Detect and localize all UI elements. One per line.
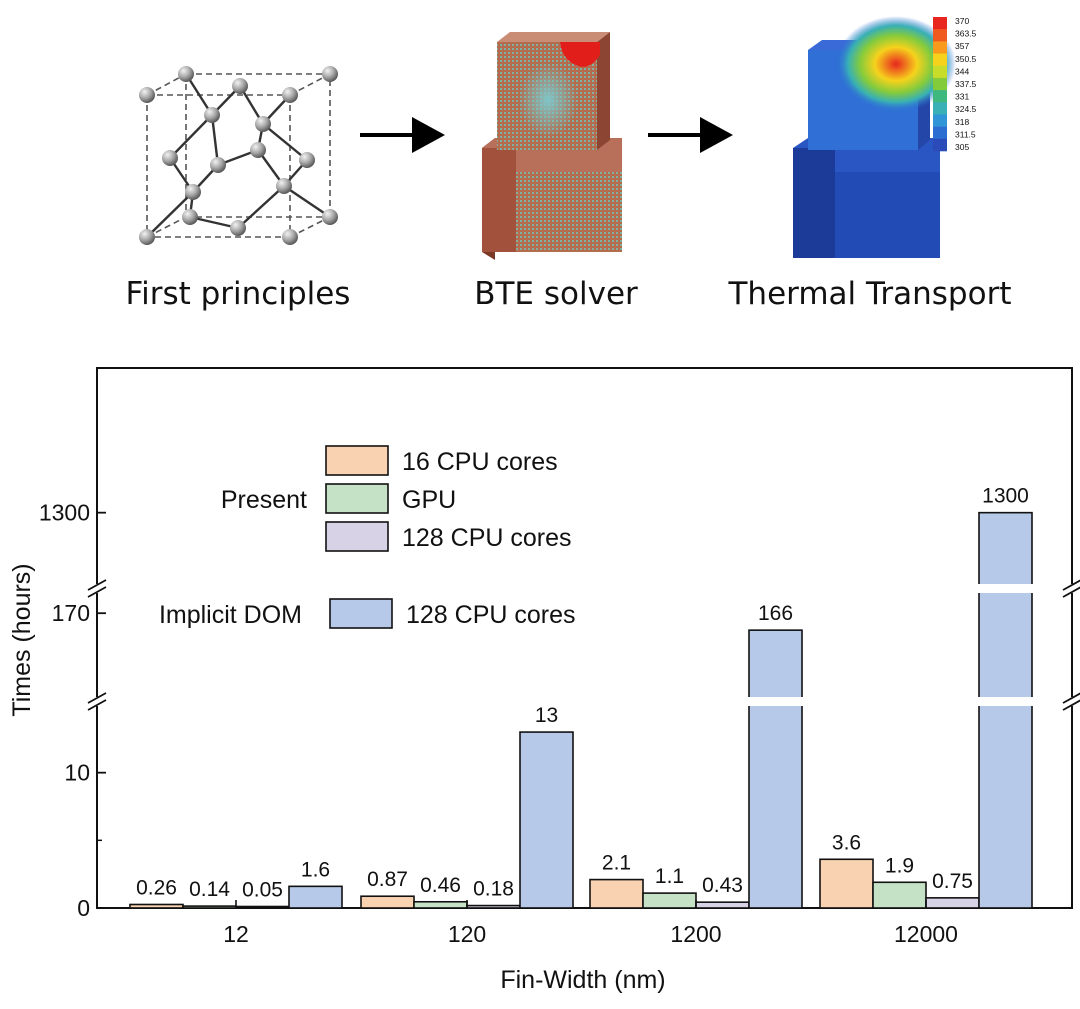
legend: Present Implicit DOM 16 CPU cores GPU 12… (159, 445, 576, 629)
plot-frame (96, 367, 1073, 909)
axis-break-mark (1062, 699, 1080, 711)
colorbar-tick-label: 363.5 (955, 29, 977, 39)
axis-break-gap (96, 584, 1074, 593)
bte-mesh-model (482, 32, 622, 260)
legend-label-16-cpu: 16 CPU cores (402, 448, 558, 476)
bar (235, 905, 290, 909)
colorbar-tick-label: 370 (955, 16, 969, 26)
colorbar-segment (933, 90, 947, 103)
step-label-bte-solver: BTE solver (474, 276, 638, 312)
x-tick-label: 1200 (670, 921, 721, 947)
legend-label-128-cpu-present: 128 CPU cores (402, 524, 572, 552)
colorbar-segment (933, 126, 947, 140)
colorbar-tick-label: 324.5 (955, 104, 977, 114)
data-label: 0.26 (136, 876, 177, 899)
colorbar-tick-label: 331 (955, 92, 969, 102)
legend-swatch-128-cpu-present (325, 521, 389, 552)
data-label: 1300 (982, 485, 1029, 508)
x-tick-label: 120 (448, 921, 486, 947)
bar (519, 731, 574, 909)
colorbar-tick-label: 357 (955, 41, 969, 51)
colorbar-segment (933, 138, 947, 152)
colorbar-segment (933, 77, 947, 91)
data-label: 166 (758, 602, 793, 625)
axis-break-mark (87, 586, 107, 598)
axis-break-mark (1062, 692, 1080, 704)
legend-swatch-128-cpu-implicit (329, 598, 393, 629)
bar (413, 900, 468, 909)
colorbar-segment (933, 102, 947, 115)
bar-chart: 0 10 170 1300 12 120 1200 12000 0.26 0.14 0.05 1.… (8, 367, 1080, 994)
legend-group-implicit-dom: Implicit DOM (159, 601, 302, 629)
data-label: 0.46 (420, 874, 461, 897)
bar (819, 858, 874, 909)
data-label: 1.1 (655, 865, 684, 888)
data-label: 3.6 (832, 831, 861, 854)
colorbar-segment (933, 17, 947, 30)
y-axis-title: Times (hours) (8, 563, 36, 716)
y-tick-label: 10 (64, 760, 90, 786)
data-label: 13 (535, 704, 558, 727)
colorbar-segment (933, 29, 947, 42)
step-label-thermal-transport: Thermal Transport (728, 276, 1012, 312)
colorbar-tick-label: 318 (955, 117, 969, 127)
bar (182, 905, 237, 909)
axis-break-mark (1062, 586, 1080, 598)
colorbar-tick-label: 311.5 (955, 129, 976, 139)
bar (872, 881, 927, 909)
colorbar-tick-label: 305 (955, 142, 969, 152)
bar (129, 903, 184, 909)
data-label: 0.18 (473, 878, 514, 901)
data-label: 0.05 (242, 879, 283, 902)
step-label-first-principles: First principles (126, 276, 351, 312)
legend-swatch-16-cpu (325, 445, 389, 476)
bar (466, 904, 521, 909)
bar (695, 901, 750, 909)
crystal-structure (139, 66, 338, 245)
colorbar-segment (933, 41, 947, 54)
colorbar-segment (933, 65, 947, 79)
data-label: 1.6 (301, 858, 330, 881)
data-label: 0.14 (189, 878, 230, 901)
y-tick-label: 1300 (39, 500, 90, 526)
axis-break-mark (1062, 579, 1080, 591)
axis-break-mark (87, 699, 107, 711)
y-tick-label: 170 (52, 600, 90, 626)
axis-break-mark (87, 692, 107, 704)
x-tick-label: 12 (223, 921, 249, 947)
bar (642, 892, 697, 909)
bar (925, 897, 980, 909)
legend-group-present: Present (221, 486, 307, 514)
data-label: 0.43 (702, 874, 743, 897)
bar (748, 629, 803, 909)
colorbar-segment (933, 114, 947, 127)
data-label: 0.87 (367, 868, 408, 891)
data-label: 0.75 (932, 870, 973, 893)
colorbar-segment (933, 53, 947, 67)
arrow-right-icon (360, 117, 445, 153)
y-tick-label: 0 (77, 895, 90, 921)
colorbar-tick-label: 344 (955, 66, 969, 76)
legend-label-128-cpu-implicit: 128 CPU cores (406, 601, 576, 629)
bar (360, 895, 415, 909)
bar (589, 878, 644, 909)
thermal-model (793, 16, 956, 258)
data-label: 2.1 (602, 852, 631, 875)
legend-swatch-gpu (325, 483, 389, 514)
arrow-right-icon (648, 117, 733, 153)
colorbar-tick-label: 337.5 (955, 79, 977, 89)
x-tick-label: 12000 (894, 921, 958, 947)
bar (978, 511, 1033, 909)
x-axis-title: Fin-Width (nm) (500, 966, 665, 994)
data-label: 1.9 (885, 854, 914, 877)
colorbar-tick-label: 350.5 (955, 54, 977, 64)
temperature-colorbar: 370 363.5 357 350.5 344 337.5 331 324.5 318 311.5… (933, 16, 977, 152)
axis-break-mark (87, 579, 107, 591)
axis-break-gap (96, 697, 1074, 706)
legend-label-gpu: GPU (402, 486, 456, 514)
bar (288, 885, 343, 909)
